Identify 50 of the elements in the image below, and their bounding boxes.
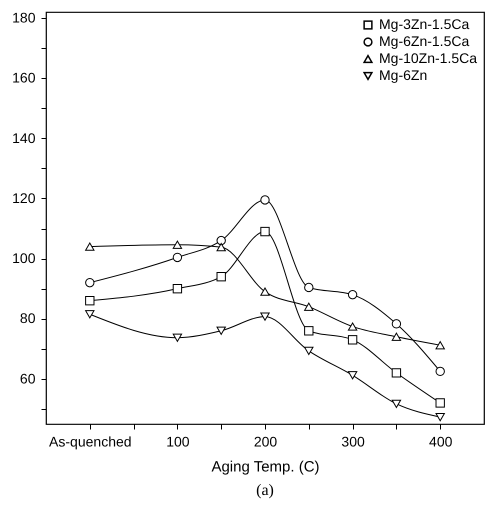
point: [304, 302, 314, 311]
point: [392, 368, 402, 378]
x-tick-label: 300: [341, 434, 365, 450]
point: [85, 310, 94, 318]
point: [304, 346, 314, 356]
point: [216, 236, 226, 246]
x-tick-label: As-quenched: [49, 434, 132, 450]
point: [216, 272, 226, 282]
point: [436, 341, 445, 350]
point: [216, 243, 226, 252]
y-tick-label: 120: [12, 190, 36, 206]
point: [260, 195, 270, 205]
point: [85, 278, 94, 288]
point: [260, 288, 270, 296]
point: [260, 226, 270, 236]
point: [172, 334, 182, 342]
point: [216, 326, 226, 335]
x-tick-label: 400: [429, 434, 453, 450]
point: [348, 290, 358, 300]
legend-label: Mg-10Zn-1.5Ca: [379, 50, 478, 66]
y-tick-label: 60: [20, 370, 36, 386]
y-tick-label: 180: [12, 10, 36, 26]
point: [85, 296, 94, 306]
point: [436, 366, 445, 376]
y-tick-label: 80: [20, 310, 36, 326]
point: [172, 284, 182, 294]
point: [436, 412, 445, 422]
point: [348, 335, 358, 344]
point: [172, 252, 182, 262]
point: [436, 398, 445, 408]
point: [172, 240, 182, 249]
point: [85, 242, 94, 251]
y-tick-label: 140: [12, 130, 36, 146]
point: [348, 371, 358, 380]
point: [260, 312, 270, 321]
point: [392, 400, 402, 408]
text: (a): [256, 482, 274, 499]
legend-label: Mg-6Zn-1.5Ca: [379, 33, 470, 49]
point: [304, 326, 314, 336]
y-tick-label: 100: [12, 250, 36, 266]
x-tick-label: 100: [166, 434, 190, 450]
point: [392, 319, 402, 329]
point: [304, 282, 314, 292]
legend-label: Mg-3Zn-1.5Ca: [379, 16, 470, 32]
point: [392, 332, 402, 341]
x-axis-title: Aging Temp. (C): [211, 458, 320, 476]
point: [348, 322, 358, 331]
legend-label: Mg-6Zn: [379, 67, 428, 83]
x-tick-label: 200: [254, 434, 278, 450]
y-tick-label: 160: [12, 70, 36, 86]
